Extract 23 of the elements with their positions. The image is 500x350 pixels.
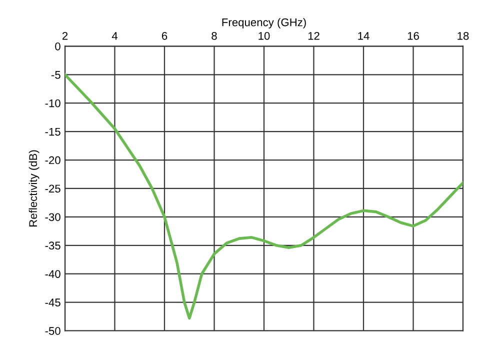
y-tick-label: -15 xyxy=(45,128,60,136)
y-tick-label: -40 xyxy=(45,270,60,278)
x-tick-label: 18 xyxy=(458,32,469,40)
y-tick-label: -35 xyxy=(45,242,60,250)
x-axis-title: Frequency (GHz) xyxy=(222,18,306,28)
line-series xyxy=(65,73,463,320)
x-tick-label: 12 xyxy=(308,32,320,40)
x-tick-label: 6 xyxy=(162,32,168,40)
x-tick-label: 14 xyxy=(358,32,370,40)
y-tick-label: -20 xyxy=(45,156,60,164)
y-tick-label: -45 xyxy=(45,298,60,306)
x-tick-label: 4 xyxy=(112,32,118,40)
y-tick-label: -5 xyxy=(51,71,60,79)
x-tick-label: 8 xyxy=(212,32,217,40)
y-tick-label: -25 xyxy=(45,184,60,193)
y-tick-label: 0 xyxy=(55,42,60,50)
x-tick-label: 16 xyxy=(408,32,419,40)
y-tick-label: -30 xyxy=(45,213,60,222)
y-tick-label: -50 xyxy=(45,327,60,335)
x-tick-label: 10 xyxy=(258,32,270,40)
y-axis-title: Reflectivity (dB) xyxy=(28,150,40,226)
y-tick-label: -10 xyxy=(45,99,60,108)
x-tick-label: 2 xyxy=(62,32,68,40)
